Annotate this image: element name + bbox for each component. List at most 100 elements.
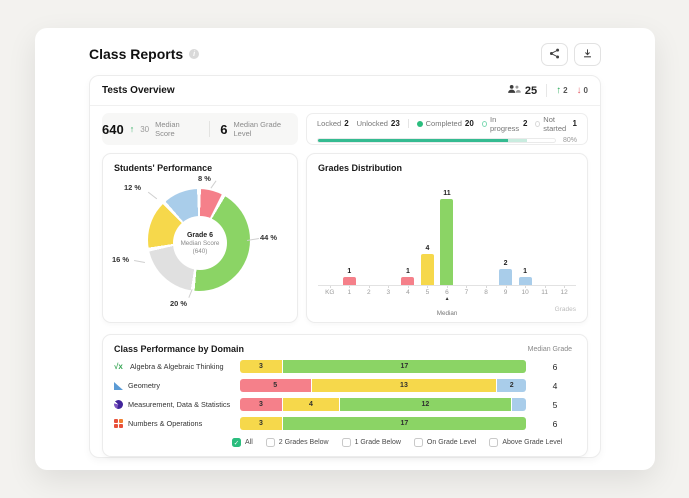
legend-checkbox[interactable]: ✓ [232,438,241,447]
page-title: Class Reports [89,46,184,62]
legend-item[interactable]: ✓ All [232,438,253,447]
status-dot-icon [416,120,423,127]
median-grade-label: Median Grade Level [233,120,282,138]
legend-label: 1 Grade Below [354,439,401,446]
bar-chart-marker-row: Grades ▲ Median [318,296,576,318]
donut-center-value: (640) [192,247,208,255]
bar-column: 1 [515,268,535,285]
marker-cell [477,297,496,314]
download-button[interactable] [574,42,601,66]
domain-header: Class Performance by Domain Median Grade [114,344,576,354]
bar-value-label: 1 [347,268,352,276]
domain-bar-segment: 17 [282,417,526,430]
median-marker-icon: ▲ [444,296,450,302]
marker-cell [535,297,554,314]
x-tick-label: KG [320,286,340,296]
students-count: 25 [507,84,537,97]
share-icon [549,47,560,62]
students-performance-title: Students' Performance [114,163,213,173]
domain-bar-segment: 12 [340,398,512,411]
legend-checkbox[interactable] [265,438,275,447]
x-tick-label: 3 [379,286,399,296]
median-grade-value: 5 [552,399,558,410]
legend-item[interactable]: On Grade Level [413,438,477,447]
marker-cell: ▲ Median [437,296,458,318]
grades-distribution-card: Grades Distribution 1 1 4 11 2 1 KG 1 2 3 4 5 6 7 8 9 1… [306,153,588,323]
progress-fill [318,138,508,142]
domain-label: √x Algebra & Algebraic Thinking [114,362,232,371]
domain-row: √x Algebra & Algebraic Thinking 3 17 6 [114,360,576,373]
bar-value-label: 1 [523,268,528,276]
status-item-label: Not started [543,114,567,133]
domain-label: Measurement, Data & Statistics [114,400,232,409]
legend-item[interactable]: 2 Grades Below [265,438,329,447]
donut-center-grade: Grade 6 [186,231,214,239]
status-item: In progress 2 [481,115,527,133]
students-performance-card: Students' Performance Grade 6 Median Sco… [102,153,298,323]
domain-label-text: Geometry [128,381,161,390]
status-item-value: 20 [464,119,474,128]
median-grade-value: 4 [552,380,558,391]
share-button[interactable] [541,42,568,66]
tests-overview-title: Tests Overview [102,85,175,96]
domain-label: Numbers & Operations [114,419,232,428]
legend-checkbox[interactable] [413,438,423,447]
donut-slice-label: 44 % [260,233,278,242]
bar [342,277,356,285]
info-icon[interactable]: i [189,49,200,59]
marker-cell [516,297,535,314]
median-score-value: 640 [102,121,124,137]
median-score-label: Median Score [155,120,180,138]
domain-rows: √x Algebra & Algebraic Thinking 3 17 6 Geomet… [114,360,576,430]
status-item-label: Completed [425,119,462,128]
legend-item[interactable]: 1 Grade Below [341,438,401,447]
domain-bar-segment [511,398,526,411]
x-tick-label: 4 [398,286,418,296]
status-item-label: Locked [317,119,342,128]
grades-distribution-title: Grades Distribution [318,163,403,173]
domain-bar-segment: 3 [240,417,283,430]
domain-label-text: Algebra & Algebraic Thinking [130,362,224,371]
donut-label-line [188,289,193,298]
moved-up: ↑ 2 [556,85,567,96]
download-icon [582,47,593,62]
status-item: Locked 2 [317,119,349,128]
bar [518,277,532,285]
donut-slice-label: 12 % [124,183,142,192]
pie-chart-icon [114,400,123,409]
bar-column: 11 [437,190,457,285]
legend-label: Above Grade Level [502,439,563,446]
progress-percentage: 80% [562,136,577,144]
bar-value-label: 4 [425,244,430,252]
moved-down-value: 0 [583,86,588,95]
tests-overview-card: Tests Overview 25 ↑ 2 ↓ 0 [89,75,601,458]
legend-checkbox[interactable] [341,438,351,447]
status-dot-icon [481,120,487,127]
legend-label: 2 Grades Below [278,439,329,446]
donut-center: Grade 6 Median Score (640) [173,216,227,270]
legend-label: On Grade Level [426,439,477,446]
marker-cell [339,297,358,314]
x-tick-label: 11 [535,286,555,296]
legend-checkbox[interactable] [489,438,499,447]
median-grade-value: 6 [552,418,558,429]
median-grade-value: 6 [220,121,228,137]
donut-slice-label: 20 % [170,299,188,308]
legend-item[interactable]: Above Grade Level [489,438,562,447]
bar-column: 4 [418,245,438,285]
x-tick-label: 7 [457,286,477,296]
class-performance-card: Class Performance by Domain Median Grade… [102,334,588,457]
charts-row: Students' Performance Grade 6 Median Sco… [102,153,588,323]
people-icon [507,84,521,97]
status-divider [407,119,409,128]
x-axis-name: Grades [554,306,576,313]
domain-bar-segment: 5 [240,379,312,392]
legend-label: All [245,439,253,446]
marker-cell [378,297,397,314]
marker-cell [417,297,436,314]
domain-row: Numbers & Operations 3 17 6 [114,417,576,430]
bar-column: 1 [398,268,418,285]
domain-title: Class Performance by Domain [114,344,245,354]
x-tick-label: 2 [359,286,379,296]
geometry-icon [114,381,123,390]
